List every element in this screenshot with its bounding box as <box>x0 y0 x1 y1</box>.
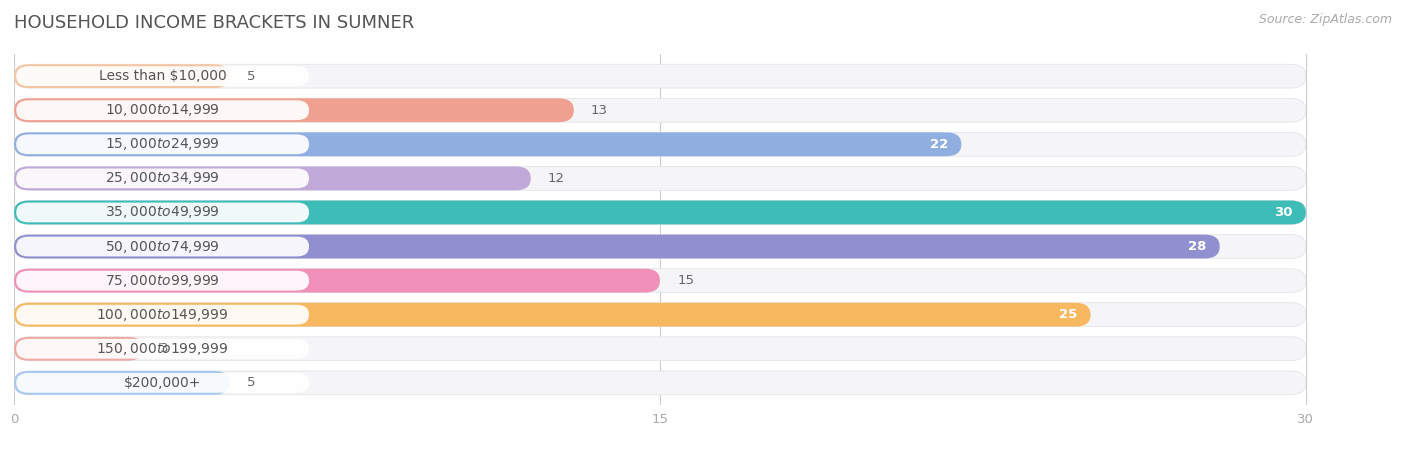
Text: $50,000 to $74,999: $50,000 to $74,999 <box>105 238 219 255</box>
FancyBboxPatch shape <box>14 201 1306 225</box>
FancyBboxPatch shape <box>14 303 1306 327</box>
FancyBboxPatch shape <box>14 234 1219 258</box>
FancyBboxPatch shape <box>14 166 531 190</box>
FancyBboxPatch shape <box>17 202 309 222</box>
Text: 25: 25 <box>1059 308 1077 321</box>
FancyBboxPatch shape <box>17 339 309 359</box>
Text: $100,000 to $149,999: $100,000 to $149,999 <box>97 307 229 323</box>
Text: $75,000 to $99,999: $75,000 to $99,999 <box>105 273 219 288</box>
FancyBboxPatch shape <box>17 373 309 393</box>
FancyBboxPatch shape <box>14 64 1306 88</box>
FancyBboxPatch shape <box>14 201 1306 225</box>
Text: $25,000 to $34,999: $25,000 to $34,999 <box>105 171 219 186</box>
Text: 22: 22 <box>931 138 949 151</box>
Text: $35,000 to $49,999: $35,000 to $49,999 <box>105 204 219 220</box>
FancyBboxPatch shape <box>17 237 309 256</box>
FancyBboxPatch shape <box>17 271 309 291</box>
FancyBboxPatch shape <box>14 234 1306 258</box>
Text: 15: 15 <box>678 274 695 287</box>
FancyBboxPatch shape <box>14 303 1091 327</box>
Text: 5: 5 <box>246 376 254 389</box>
FancyBboxPatch shape <box>17 168 309 188</box>
FancyBboxPatch shape <box>14 269 659 292</box>
FancyBboxPatch shape <box>14 371 1306 395</box>
Text: HOUSEHOLD INCOME BRACKETS IN SUMNER: HOUSEHOLD INCOME BRACKETS IN SUMNER <box>14 14 415 32</box>
FancyBboxPatch shape <box>14 371 229 395</box>
Text: $200,000+: $200,000+ <box>124 376 201 390</box>
Text: Source: ZipAtlas.com: Source: ZipAtlas.com <box>1258 14 1392 27</box>
FancyBboxPatch shape <box>17 305 309 324</box>
FancyBboxPatch shape <box>17 66 309 86</box>
FancyBboxPatch shape <box>14 132 1306 156</box>
Text: Less than $10,000: Less than $10,000 <box>98 69 226 83</box>
FancyBboxPatch shape <box>14 98 1306 122</box>
FancyBboxPatch shape <box>14 98 574 122</box>
Text: 30: 30 <box>1274 206 1294 219</box>
FancyBboxPatch shape <box>14 166 1306 190</box>
Text: 3: 3 <box>160 342 169 355</box>
Text: 5: 5 <box>246 70 254 83</box>
Text: 13: 13 <box>591 104 607 117</box>
FancyBboxPatch shape <box>17 135 309 154</box>
Text: 12: 12 <box>548 172 565 185</box>
FancyBboxPatch shape <box>14 64 229 88</box>
FancyBboxPatch shape <box>17 100 309 120</box>
Text: $150,000 to $199,999: $150,000 to $199,999 <box>97 341 229 357</box>
FancyBboxPatch shape <box>14 337 143 361</box>
FancyBboxPatch shape <box>14 269 1306 292</box>
Text: $15,000 to $24,999: $15,000 to $24,999 <box>105 136 219 152</box>
FancyBboxPatch shape <box>14 337 1306 361</box>
FancyBboxPatch shape <box>14 132 962 156</box>
Text: $10,000 to $14,999: $10,000 to $14,999 <box>105 102 219 118</box>
Text: 28: 28 <box>1188 240 1206 253</box>
